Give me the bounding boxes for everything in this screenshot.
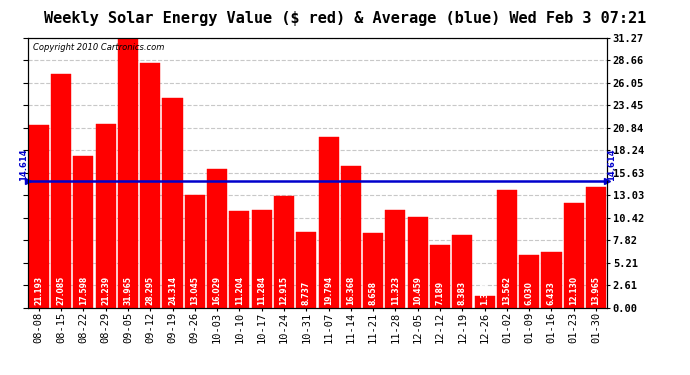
Bar	[229, 211, 249, 308]
Text: 10.459: 10.459	[413, 276, 422, 305]
Bar	[408, 217, 428, 308]
Bar	[252, 210, 272, 308]
Bar	[319, 136, 339, 308]
Bar	[452, 235, 473, 308]
Bar	[118, 32, 138, 308]
Text: 16.029: 16.029	[213, 276, 221, 305]
Bar	[475, 296, 495, 307]
Text: 21.193: 21.193	[34, 276, 43, 305]
Text: 31.965: 31.965	[124, 276, 132, 305]
Bar	[386, 210, 406, 308]
Bar	[274, 196, 294, 308]
Bar	[430, 245, 450, 308]
Bar	[73, 156, 93, 308]
Text: Copyright 2010 Cartronics.com: Copyright 2010 Cartronics.com	[33, 43, 165, 52]
Text: 14.614: 14.614	[607, 149, 616, 182]
Text: 8.658: 8.658	[368, 281, 377, 305]
Text: 11.204: 11.204	[235, 276, 244, 305]
Text: Weekly Solar Energy Value ($ red) & Average (blue) Wed Feb 3 07:21: Weekly Solar Energy Value ($ red) & Aver…	[44, 11, 646, 26]
Text: 17.598: 17.598	[79, 276, 88, 305]
Bar	[51, 74, 71, 308]
Text: 1.364: 1.364	[480, 281, 489, 305]
Bar	[207, 169, 227, 308]
Bar	[185, 195, 205, 308]
Text: 28.295: 28.295	[146, 276, 155, 305]
Text: 7.189: 7.189	[435, 281, 444, 305]
Bar	[296, 232, 316, 308]
Bar	[497, 190, 517, 308]
Text: 12.130: 12.130	[569, 276, 578, 305]
Text: 12.915: 12.915	[279, 276, 288, 305]
Text: 6.433: 6.433	[547, 281, 556, 305]
Bar	[519, 255, 539, 308]
Text: 24.314: 24.314	[168, 276, 177, 305]
Text: 19.794: 19.794	[324, 276, 333, 305]
Text: 27.085: 27.085	[57, 276, 66, 305]
Text: 21.239: 21.239	[101, 276, 110, 305]
Text: 13.965: 13.965	[591, 276, 600, 305]
Bar	[564, 203, 584, 308]
Text: 11.284: 11.284	[257, 276, 266, 305]
Bar	[96, 124, 116, 308]
Text: 8.737: 8.737	[302, 280, 310, 305]
Text: 13.045: 13.045	[190, 276, 199, 305]
Text: 16.368: 16.368	[346, 276, 355, 305]
Text: 13.562: 13.562	[502, 276, 511, 305]
Bar	[341, 166, 361, 308]
Bar	[140, 63, 160, 308]
Text: 8.383: 8.383	[457, 281, 467, 305]
Bar	[162, 98, 183, 308]
Text: 11.323: 11.323	[391, 276, 400, 305]
Text: 6.030: 6.030	[524, 281, 533, 305]
Bar	[29, 124, 49, 308]
Text: 14.614: 14.614	[19, 149, 28, 182]
Bar	[542, 252, 562, 308]
Bar	[363, 233, 383, 308]
Bar	[586, 187, 606, 308]
